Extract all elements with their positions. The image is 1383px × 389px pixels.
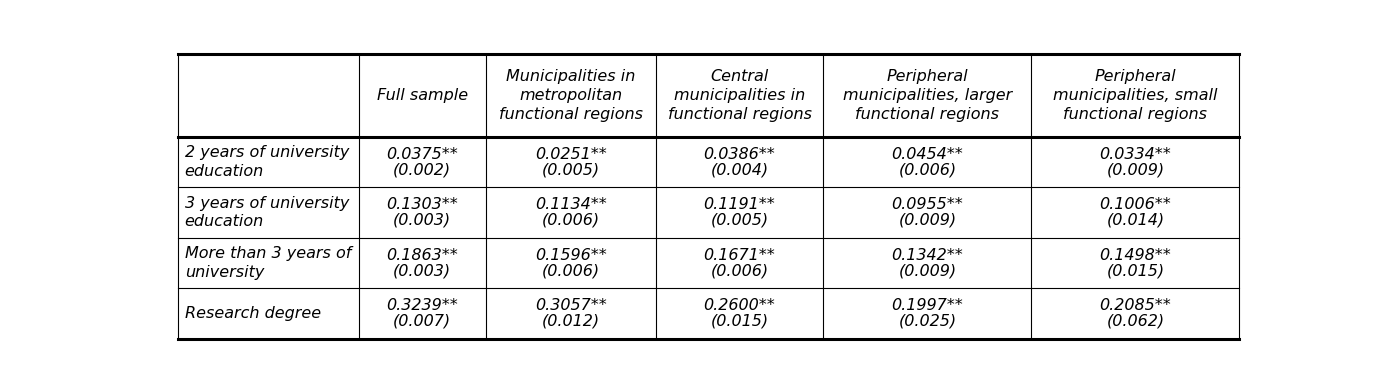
Text: 0.0454**: 0.0454** (892, 147, 963, 162)
Text: Peripheral
municipalities, small
functional regions: Peripheral municipalities, small functio… (1052, 69, 1217, 121)
Text: Municipalities in
metropolitan
functional regions: Municipalities in metropolitan functiona… (499, 69, 643, 121)
Text: (0.015): (0.015) (1106, 263, 1164, 278)
Text: Peripheral
municipalities, larger
functional regions: Peripheral municipalities, larger functi… (842, 69, 1012, 121)
Text: 0.1134**: 0.1134** (535, 197, 607, 212)
Text: Research degree: Research degree (185, 306, 321, 321)
Text: (0.012): (0.012) (542, 314, 600, 329)
Text: 0.1342**: 0.1342** (892, 248, 963, 263)
Text: 0.1191**: 0.1191** (704, 197, 776, 212)
Text: (0.006): (0.006) (711, 263, 769, 278)
Text: 0.0334**: 0.0334** (1099, 147, 1171, 162)
Text: (0.009): (0.009) (899, 263, 957, 278)
Text: (0.025): (0.025) (899, 314, 957, 329)
Text: 0.1997**: 0.1997** (892, 298, 963, 314)
Text: (0.006): (0.006) (542, 263, 600, 278)
Text: (0.004): (0.004) (711, 162, 769, 177)
Text: 0.2085**: 0.2085** (1099, 298, 1171, 314)
Text: (0.007): (0.007) (393, 314, 451, 329)
Text: (0.005): (0.005) (711, 212, 769, 228)
Text: (0.003): (0.003) (393, 263, 451, 278)
Text: 0.1006**: 0.1006** (1099, 197, 1171, 212)
Text: 0.2600**: 0.2600** (704, 298, 776, 314)
Text: 0.1498**: 0.1498** (1099, 248, 1171, 263)
Text: 0.0251**: 0.0251** (535, 147, 607, 162)
Text: 0.3057**: 0.3057** (535, 298, 607, 314)
Text: (0.003): (0.003) (393, 212, 451, 228)
Text: More than 3 years of
university: More than 3 years of university (185, 246, 351, 280)
Text: (0.006): (0.006) (899, 162, 957, 177)
Text: 0.0955**: 0.0955** (892, 197, 963, 212)
Text: (0.006): (0.006) (542, 212, 600, 228)
Text: Central
municipalities in
functional regions: Central municipalities in functional reg… (668, 69, 812, 121)
Text: 0.1863**: 0.1863** (386, 248, 458, 263)
Text: (0.014): (0.014) (1106, 212, 1164, 228)
Text: (0.009): (0.009) (1106, 162, 1164, 177)
Text: 2 years of university
education: 2 years of university education (185, 145, 349, 179)
Text: (0.015): (0.015) (711, 314, 769, 329)
Text: 0.3239**: 0.3239** (386, 298, 458, 314)
Text: 0.0375**: 0.0375** (386, 147, 458, 162)
Text: 0.1303**: 0.1303** (386, 197, 458, 212)
Text: (0.002): (0.002) (393, 162, 451, 177)
Text: (0.005): (0.005) (542, 162, 600, 177)
Text: 0.0386**: 0.0386** (704, 147, 776, 162)
Text: 0.1671**: 0.1671** (704, 248, 776, 263)
Text: (0.009): (0.009) (899, 212, 957, 228)
Text: 3 years of university
education: 3 years of university education (185, 196, 349, 229)
Text: Full sample: Full sample (376, 88, 467, 103)
Text: 0.1596**: 0.1596** (535, 248, 607, 263)
Text: (0.062): (0.062) (1106, 314, 1164, 329)
